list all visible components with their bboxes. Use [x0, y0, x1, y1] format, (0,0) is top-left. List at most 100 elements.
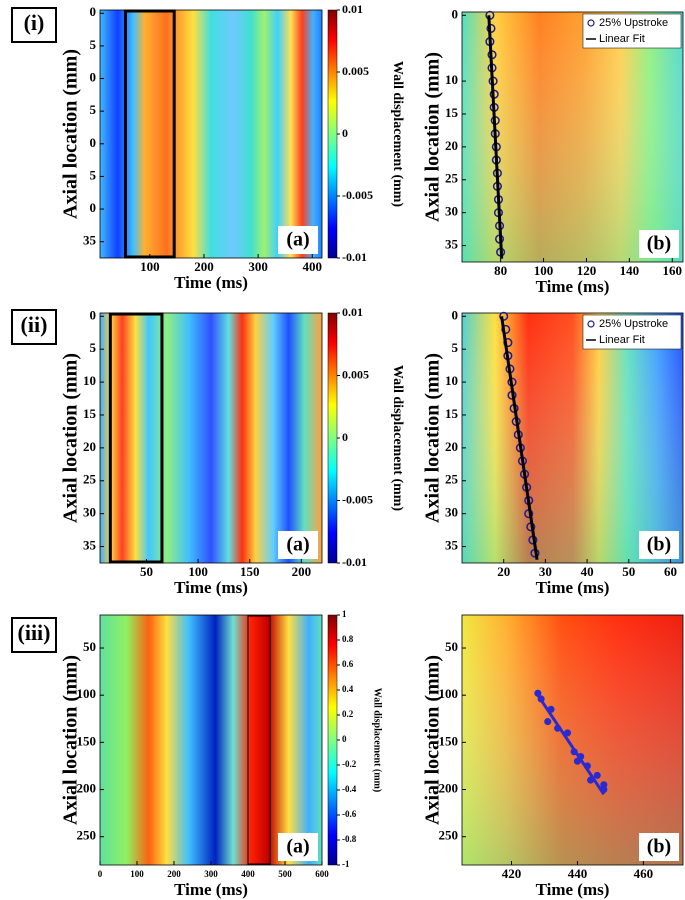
panel-label: (b) — [647, 233, 671, 255]
window-box — [108, 312, 164, 564]
colorbar-tick-label: 0.01 — [342, 2, 363, 16]
panel-label: (a) — [286, 229, 309, 251]
y-tick-label: 50 — [445, 639, 458, 654]
y-tick-label: 15 — [445, 406, 459, 421]
x-tick-label: 80 — [494, 263, 507, 278]
legend-label: Linear Fit — [599, 334, 645, 346]
colorbar-tick-label: -0.6 — [342, 809, 357, 819]
x-tick-label: 40 — [581, 564, 594, 579]
colorbar-tick-label: 0.01 — [342, 305, 363, 319]
y-tick-label: 20 — [445, 439, 458, 454]
point — [544, 718, 552, 726]
y-tick-label: 35 — [445, 237, 459, 252]
x-axis-label: Time (ms) — [536, 578, 610, 597]
x-tick-label: 200 — [194, 259, 214, 274]
window-box — [123, 9, 176, 259]
plot-frame — [99, 9, 323, 259]
x-tick-label: 100 — [188, 564, 208, 579]
x-tick-label: 60 — [664, 564, 677, 579]
colorbar — [327, 9, 338, 259]
y-axis-label: Axial location (mm) — [422, 353, 444, 523]
point — [600, 781, 608, 789]
panel-label-box — [639, 531, 679, 559]
x-tick-label: 50 — [140, 564, 153, 579]
colorbar-tick-label: 0.8 — [342, 634, 354, 644]
y-tick-label: 200 — [439, 781, 459, 796]
y-tick-label: 10 — [445, 373, 458, 388]
colorbar-tick-label: -1 — [342, 859, 350, 869]
y-tick-label: 0 — [90, 4, 97, 19]
colorbar-tick-label: -0.01 — [342, 555, 367, 569]
y-axis-label: Axial location (mm) — [60, 655, 82, 825]
colorbar-tick-label: 0 — [342, 126, 348, 140]
y-tick-label: 0 — [90, 135, 97, 150]
group-label-box — [11, 617, 57, 653]
x-tick-label: 0 — [98, 869, 103, 879]
y-axis-label: Axial location (mm) — [422, 655, 444, 825]
point — [593, 771, 601, 779]
colorbar-tick-label: -0.01 — [342, 250, 367, 264]
y-tick-label: 150 — [77, 733, 97, 748]
legend-label: Linear Fit — [599, 33, 645, 45]
panel-label-box — [278, 833, 318, 861]
x-tick-label: 100 — [140, 259, 160, 274]
x-axis-label: Time (ms) — [536, 277, 610, 296]
colorbar-tick-label: 1 — [342, 609, 347, 619]
panel-label-box — [278, 531, 318, 559]
colorbar-tick-label: 0.005 — [342, 367, 369, 381]
y-tick-label: 20 — [83, 439, 96, 454]
panel-label: (b) — [647, 534, 671, 556]
x-tick-label: 200 — [292, 564, 312, 579]
y-tick-label: 5 — [90, 340, 97, 355]
y-axis-label: Axial location (mm) — [422, 52, 444, 222]
x-tick-label: 200 — [167, 869, 181, 879]
panel-label-box — [278, 226, 318, 254]
y-tick-label: 250 — [77, 828, 97, 843]
group-label-box — [11, 7, 57, 43]
y-tick-label: 5 — [90, 37, 97, 52]
legend-marker — [587, 19, 595, 27]
panel-label: (a) — [286, 534, 309, 556]
colorbar-tick-label: -0.2 — [342, 759, 357, 769]
y-tick-label: 0 — [452, 307, 459, 322]
fit-line — [500, 316, 539, 560]
heatmap-background — [100, 10, 322, 258]
y-axis-label: Axial location (mm) — [60, 49, 82, 219]
colorbar-label: Wall displacement (mm) — [390, 365, 405, 512]
x-tick-label: 20 — [497, 564, 510, 579]
colorbar — [327, 614, 338, 866]
plot-frame — [99, 312, 323, 564]
x-tick-label: 600 — [315, 869, 329, 879]
legend-box — [582, 314, 682, 350]
plot-frame — [461, 11, 684, 263]
x-tick-label: 440 — [568, 866, 588, 881]
x-tick-label: 460 — [634, 866, 654, 881]
plot-frame — [461, 614, 684, 866]
y-tick-label: 0 — [90, 70, 97, 85]
y-tick-label: 0 — [90, 307, 97, 322]
y-tick-label: 25 — [445, 472, 459, 487]
y-tick-label: 35 — [445, 538, 459, 553]
colorbar-tick-label: -0.4 — [342, 784, 357, 794]
x-tick-label: 400 — [303, 259, 323, 274]
x-tick-label: 500 — [278, 869, 292, 879]
panel-label-box — [639, 833, 679, 861]
fit-line — [487, 15, 504, 259]
y-tick-label: 25 — [83, 472, 97, 487]
x-tick-label: 100 — [130, 869, 144, 879]
y-tick-label: 250 — [439, 828, 459, 843]
point — [501, 324, 511, 334]
x-tick-label: 140 — [620, 263, 640, 278]
x-axis-label: Time (ms) — [174, 273, 248, 292]
heatmap-shade — [462, 313, 683, 563]
colorbar-tick-label: 0.005 — [342, 64, 369, 78]
legend-box — [582, 13, 682, 49]
colorbar-label: Wall displacement (mm) — [390, 61, 405, 208]
x-tick-label: 30 — [539, 564, 552, 579]
y-tick-label: 200 — [77, 781, 97, 796]
panel-label-box — [639, 230, 679, 258]
x-tick-label: 300 — [204, 869, 218, 879]
y-tick-label: 35 — [83, 538, 97, 553]
plot-frame — [461, 312, 684, 564]
